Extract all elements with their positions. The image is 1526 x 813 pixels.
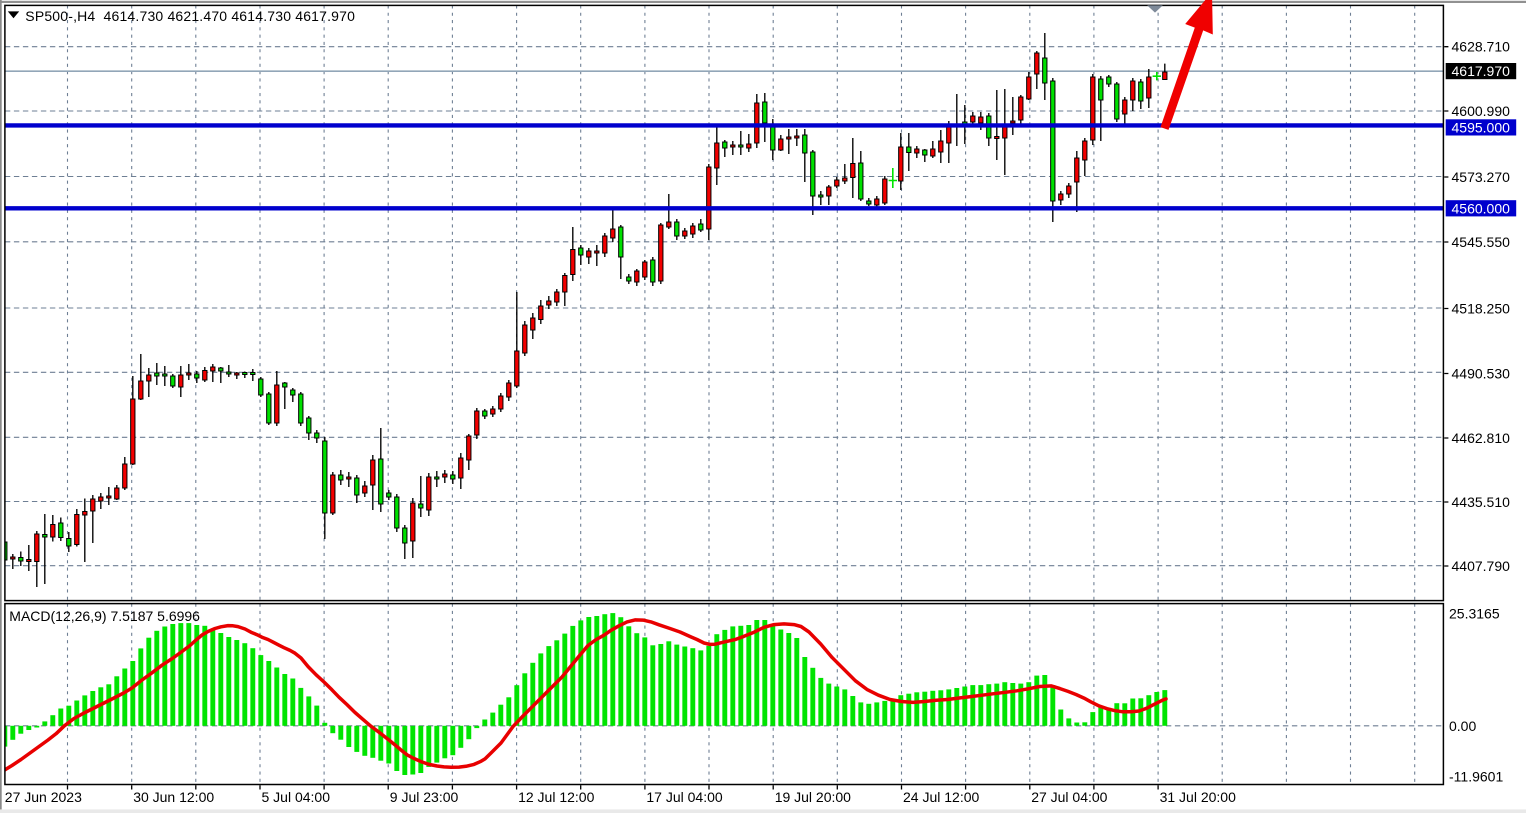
svg-text:31 Jul 20:00: 31 Jul 20:00 [1160,789,1236,805]
svg-text:4490.530: 4490.530 [1452,366,1511,382]
svg-text:27 Jun 2023: 27 Jun 2023 [5,789,82,805]
svg-text:25.3165: 25.3165 [1449,606,1500,622]
svg-text:4407.790: 4407.790 [1452,558,1511,574]
svg-text:19 Jul 20:00: 19 Jul 20:00 [775,789,851,805]
svg-text:24 Jul 12:00: 24 Jul 12:00 [903,789,979,805]
svg-text:-11.9601: -11.9601 [1449,768,1503,784]
svg-text:4600.990: 4600.990 [1452,103,1511,119]
svg-text:4628.710: 4628.710 [1452,39,1511,55]
svg-text:17 Jul 04:00: 17 Jul 04:00 [646,789,722,805]
svg-text:4573.270: 4573.270 [1452,169,1511,185]
svg-text:0.00: 0.00 [1449,718,1476,734]
svg-text:12 Jul 12:00: 12 Jul 12:00 [518,789,594,805]
svg-text:9 Jul 23:00: 9 Jul 23:00 [390,789,459,805]
svg-text:4462.810: 4462.810 [1452,430,1511,446]
svg-text:5 Jul 04:00: 5 Jul 04:00 [262,789,331,805]
svg-text:27 Jul 04:00: 27 Jul 04:00 [1031,789,1107,805]
svg-text:MACD(12,26,9) 7.5187 5.6996: MACD(12,26,9) 7.5187 5.6996 [9,608,200,624]
svg-text:SP500-,H4 4614.730 4621.470 4: SP500-,H4 4614.730 4621.470 4614.730 461… [25,8,355,24]
svg-text:4545.550: 4545.550 [1452,234,1511,250]
svg-text:30 Jun 12:00: 30 Jun 12:00 [133,789,214,805]
svg-text:4435.510: 4435.510 [1452,494,1511,510]
svg-text:4595.000: 4595.000 [1452,120,1511,136]
svg-text:4560.000: 4560.000 [1452,200,1511,216]
svg-text:4617.970: 4617.970 [1452,63,1511,79]
svg-text:4518.250: 4518.250 [1452,301,1511,317]
